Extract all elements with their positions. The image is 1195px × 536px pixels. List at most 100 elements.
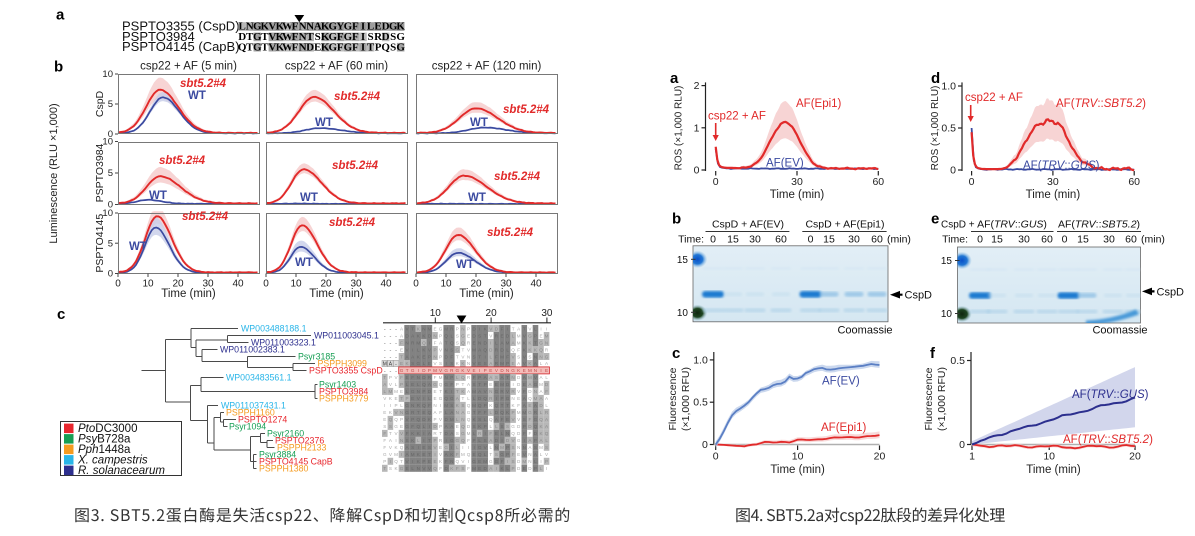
svg-text:I: I — [412, 459, 413, 464]
svg-text:1.0: 1.0 — [941, 81, 956, 93]
svg-text:V: V — [439, 347, 443, 352]
svg-text:S: S — [390, 31, 396, 43]
svg-text:V: V — [428, 466, 432, 471]
svg-text:D: D — [433, 424, 437, 429]
svg-text:F: F — [523, 431, 526, 436]
svg-text:S: S — [512, 459, 515, 464]
svg-text:R: R — [478, 431, 482, 436]
svg-text:0: 0 — [115, 279, 121, 290]
svg-text:A: A — [456, 396, 460, 401]
svg-text:10: 10 — [102, 208, 113, 219]
svg-text:I: I — [485, 354, 486, 359]
svg-text:0: 0 — [1062, 234, 1068, 246]
svg-text:-: - — [384, 348, 386, 354]
svg-text:A: A — [489, 361, 493, 366]
svg-text:K: K — [489, 403, 493, 408]
svg-text:0: 0 — [413, 279, 419, 290]
svg-text:Time (min): Time (min) — [1026, 189, 1081, 201]
svg-text:F: F — [383, 438, 386, 443]
svg-text:10: 10 — [677, 308, 689, 319]
svg-text:K: K — [445, 389, 449, 394]
svg-text:Q: Q — [461, 438, 465, 443]
svg-text:Q: Q — [461, 375, 465, 380]
svg-text:-: - — [384, 368, 386, 374]
svg-text:L: L — [495, 424, 498, 429]
svg-text:D: D — [545, 382, 549, 387]
svg-text:N: N — [450, 459, 453, 464]
svg-text:E: E — [506, 417, 509, 422]
svg-text:PSPTO4145 (CapB): PSPTO4145 (CapB) — [122, 39, 240, 54]
svg-text:M: M — [411, 452, 415, 457]
svg-text:40: 40 — [380, 279, 392, 290]
svg-text:F: F — [450, 382, 453, 387]
svg-text:T: T — [411, 326, 414, 331]
svg-text:K: K — [484, 326, 488, 331]
svg-text:S: S — [545, 445, 548, 450]
svg-text:A: A — [400, 326, 404, 331]
svg-text:I: I — [451, 445, 452, 450]
svg-text:E: E — [489, 382, 492, 387]
svg-text:K: K — [321, 21, 330, 33]
svg-text:E: E — [456, 424, 459, 429]
svg-text:A: A — [528, 445, 532, 450]
svg-text:K: K — [417, 452, 421, 457]
svg-text:D: D — [306, 41, 314, 53]
svg-text:K: K — [411, 438, 415, 443]
svg-text:E: E — [473, 368, 476, 373]
svg-text:I: I — [434, 452, 435, 457]
svg-text:E: E — [523, 368, 526, 373]
svg-text:D: D — [428, 333, 432, 338]
svg-text:F: F — [501, 417, 504, 422]
svg-text:2: 2 — [694, 80, 700, 92]
svg-text:K: K — [428, 417, 432, 422]
svg-text:A: A — [445, 424, 449, 429]
svg-text:N: N — [478, 340, 481, 345]
svg-text:P: P — [450, 375, 453, 380]
svg-text:CspD +: CspD + — [941, 220, 975, 231]
svg-text:Q: Q — [483, 347, 487, 352]
svg-text:S: S — [411, 445, 414, 450]
svg-text:D: D — [478, 396, 482, 401]
svg-text:Q: Q — [422, 340, 426, 345]
svg-text:L: L — [545, 438, 548, 443]
svg-text:S: S — [484, 361, 487, 366]
svg-text:P: P — [439, 333, 442, 338]
svg-text:30: 30 — [749, 234, 761, 246]
svg-text:Q: Q — [433, 466, 437, 471]
svg-text:10: 10 — [440, 279, 452, 290]
svg-text:PSPTO4145: PSPTO4145 — [94, 214, 106, 273]
svg-text:Time:: Time: — [942, 234, 968, 246]
svg-text:D: D — [506, 438, 510, 443]
svg-text:Q: Q — [450, 340, 454, 345]
svg-text:0.5: 0.5 — [693, 397, 708, 409]
svg-text:V: V — [495, 368, 499, 373]
svg-text:E: E — [478, 459, 481, 464]
svg-text:M: M — [472, 466, 476, 471]
svg-text:D: D — [382, 21, 390, 33]
svg-text:L: L — [490, 424, 493, 429]
svg-text:G: G — [506, 396, 510, 401]
svg-text:A: A — [484, 375, 488, 380]
svg-text:e: e — [931, 211, 939, 228]
svg-text:G: G — [405, 424, 409, 429]
svg-text:M: M — [517, 410, 521, 415]
svg-text:S: S — [534, 445, 537, 450]
svg-text:A: A — [383, 382, 387, 387]
svg-text:I: I — [361, 31, 365, 43]
svg-text:PSPPH3099: PSPPH3099 — [318, 358, 367, 368]
svg-text:D: D — [428, 389, 432, 394]
svg-text:D: D — [534, 431, 538, 436]
svg-text:(×1,000 RFU): (×1,000 RFU) — [680, 367, 692, 431]
svg-text:N: N — [461, 417, 464, 422]
svg-text:P: P — [506, 452, 509, 457]
svg-text:P: P — [534, 333, 537, 338]
svg-text:0: 0 — [950, 165, 956, 177]
svg-text:-: - — [395, 348, 397, 354]
svg-text:F: F — [467, 438, 470, 443]
svg-text:30: 30 — [1047, 176, 1059, 188]
svg-text:L: L — [540, 452, 543, 457]
svg-text:V: V — [389, 452, 393, 457]
svg-text:30: 30 — [350, 279, 362, 290]
svg-text:Q: Q — [489, 417, 493, 422]
svg-text:15: 15 — [991, 234, 1003, 246]
